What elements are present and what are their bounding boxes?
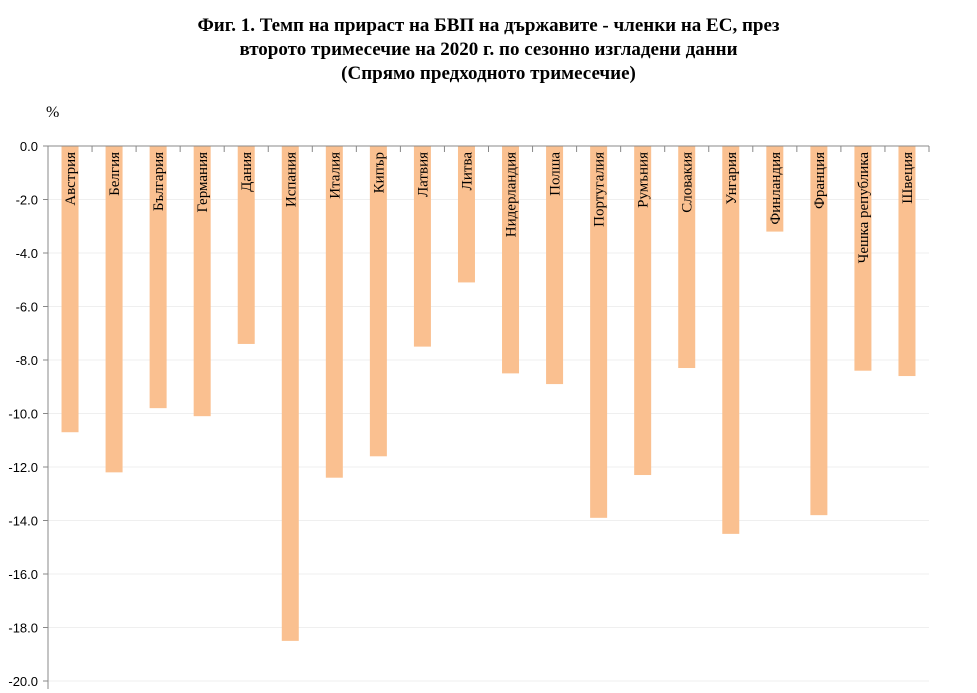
bar-Австрия: [61, 146, 79, 433]
y-tick-label: -12.0: [8, 460, 38, 475]
bar-Литва: [457, 146, 475, 283]
x-category-label: България: [151, 152, 167, 211]
x-category-label: Италия: [327, 152, 343, 199]
bar-Полша: [546, 146, 564, 385]
y-tick-label: -2.0: [16, 193, 38, 208]
bar-Италия: [325, 146, 343, 478]
x-category-label: Белгия: [107, 152, 123, 196]
x-category-label: Полша: [548, 152, 564, 196]
bar-Румъния: [634, 146, 652, 476]
bar-Франция: [810, 146, 828, 516]
x-category-label: Нидерландия: [504, 152, 520, 237]
y-tick-label: -18.0: [8, 621, 38, 636]
bar-Нидерландия: [502, 146, 520, 374]
x-category-label: Австрия: [63, 152, 79, 206]
x-category-label: Финландия: [768, 152, 784, 225]
bar-Белгия: [105, 146, 123, 473]
bar-Словакия: [678, 146, 696, 369]
y-tick-label: -20.0: [8, 674, 38, 689]
bar-Германия: [193, 146, 211, 417]
y-tick-label: -6.0: [16, 300, 38, 315]
bar-Кипър: [369, 146, 387, 457]
bar-Испания: [281, 146, 299, 641]
y-tick-label: 0.0: [20, 139, 38, 154]
x-category-label: Латвия: [415, 152, 431, 197]
bar-Швеция: [898, 146, 916, 377]
x-category-label: Испания: [283, 152, 299, 207]
bar-Португалия: [590, 146, 608, 518]
x-category-label: Швеция: [900, 152, 916, 204]
x-category-label: Кипър: [371, 152, 387, 193]
y-tick-label: -10.0: [8, 407, 38, 422]
y-tick-label: -4.0: [16, 246, 38, 261]
x-category-label: Португалия: [592, 152, 608, 227]
bar-Дания: [237, 146, 255, 344]
y-tick-label: -16.0: [8, 567, 38, 582]
bar-Латвия: [413, 146, 431, 347]
title-line-2: второто тримесечие на 2020 г. по сезонно…: [239, 39, 738, 60]
y-tick-label: -8.0: [16, 353, 38, 368]
x-category-label: Унгария: [724, 152, 740, 205]
y-axis-unit-label: %: [46, 104, 60, 121]
bar-Унгария: [722, 146, 740, 534]
y-tick-label: -14.0: [8, 514, 38, 529]
x-category-label: Германия: [195, 152, 211, 213]
title-line-3: (Спрямо предходното тримесечие): [341, 63, 636, 84]
x-category-label: Франция: [812, 152, 828, 209]
title-line-1: Фиг. 1. Темп на прираст на БВП на държав…: [197, 15, 780, 36]
bar-България: [149, 146, 167, 409]
chart-title: Фиг. 1. Темп на прираст на БВП на държав…: [0, 14, 977, 86]
bar-Чешка република: [854, 146, 872, 371]
x-category-label: Чешка република: [856, 152, 872, 264]
x-category-label: Румъния: [636, 152, 652, 208]
bar-Финландия: [766, 146, 784, 232]
x-category-label: Дания: [239, 152, 255, 192]
x-category-label: Литва: [459, 152, 475, 191]
x-category-label: Словакия: [680, 152, 696, 213]
